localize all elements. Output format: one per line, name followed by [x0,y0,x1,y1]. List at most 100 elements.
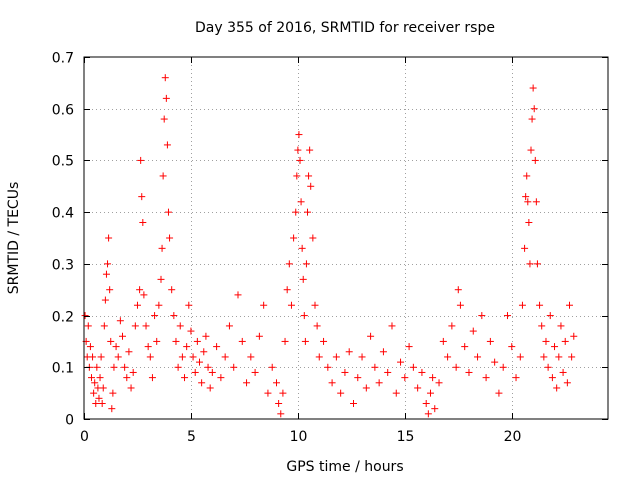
data-point [568,353,576,361]
data-point [116,317,124,325]
data-point [478,312,486,320]
data-point [508,343,516,351]
data-point [526,260,534,268]
data-point [495,389,503,397]
data-point [311,301,319,309]
data-point [439,337,447,345]
data-point [527,146,535,154]
data-point [234,291,242,299]
data-point [287,301,295,309]
data-point [108,405,116,413]
data-point [304,208,312,216]
data-point [448,322,456,330]
data-point [375,379,383,387]
y-tick-labels: 0 0.1 0.2 0.3 0.4 0.5 0.6 0.7 [52,51,74,429]
data-point [158,244,166,252]
data-point [127,384,135,392]
data-point [243,379,251,387]
y-tick-label: 0.2 [52,310,74,326]
data-point [105,234,113,242]
data-point [491,358,499,366]
x-tick-label: 0 [80,429,89,445]
data-point [178,353,186,361]
data-point [465,368,473,376]
data-point [272,379,280,387]
data-point [542,337,550,345]
data-point [187,327,195,335]
data-point [324,363,332,371]
data-point [164,208,172,216]
data-point [548,374,556,382]
data-point [315,353,323,361]
data-point [422,399,430,407]
data-point [305,172,313,180]
data-point [354,374,362,382]
data-point [107,337,115,345]
data-point [362,384,370,392]
data-point [112,343,120,351]
data-point [528,115,536,123]
y-tick-label: 0.3 [52,258,74,274]
grid [84,57,608,419]
plot-frame [83,56,609,420]
data-point [101,296,109,304]
y-tick-label: 0 [65,413,74,429]
data-point [86,343,94,351]
data-point [358,353,366,361]
data-point [371,363,379,371]
data-point [176,322,184,330]
data-point [281,337,289,345]
data-point [309,234,317,242]
data-point [553,384,561,392]
data-point [166,234,174,242]
data-point [522,193,530,201]
data-point [84,322,92,330]
x-tick-label: 5 [187,429,196,445]
data-point [530,105,538,113]
data-point [313,322,321,330]
data-point [221,353,229,361]
data-point [133,301,141,309]
data-point [161,74,169,82]
y-tick-label: 0.6 [52,103,74,119]
data-point [193,337,201,345]
data-point [148,374,156,382]
data-point [168,286,176,294]
data-point [293,172,301,180]
data-point [160,115,168,123]
data-point [456,301,464,309]
data-point [151,312,159,320]
data-point [146,353,154,361]
data-point [163,141,171,149]
data-point [131,322,139,330]
data-point [486,337,494,345]
data-point [529,84,537,92]
data-point [255,332,263,340]
data-point [139,218,147,226]
data-point [206,384,214,392]
data-point [531,156,539,164]
data-point [536,301,544,309]
data-point [162,94,170,102]
data-point [200,348,208,356]
data-point [136,286,144,294]
data-point [90,389,98,397]
data-point [499,363,507,371]
data-point [99,384,107,392]
chart-title: Day 355 of 2016, SRMTID for receiver rsp… [195,20,495,36]
data-point [345,348,353,356]
data-point [172,337,180,345]
data-point [81,312,89,320]
data-point [559,368,567,376]
y-tick-label: 0.7 [52,51,74,67]
data-point [503,312,511,320]
data-point [110,363,118,371]
data-point [121,363,129,371]
data-point [295,131,303,139]
data-point [414,384,422,392]
data-point [540,353,548,361]
data-point [191,368,199,376]
data-point [397,358,405,366]
data-point [251,368,259,376]
